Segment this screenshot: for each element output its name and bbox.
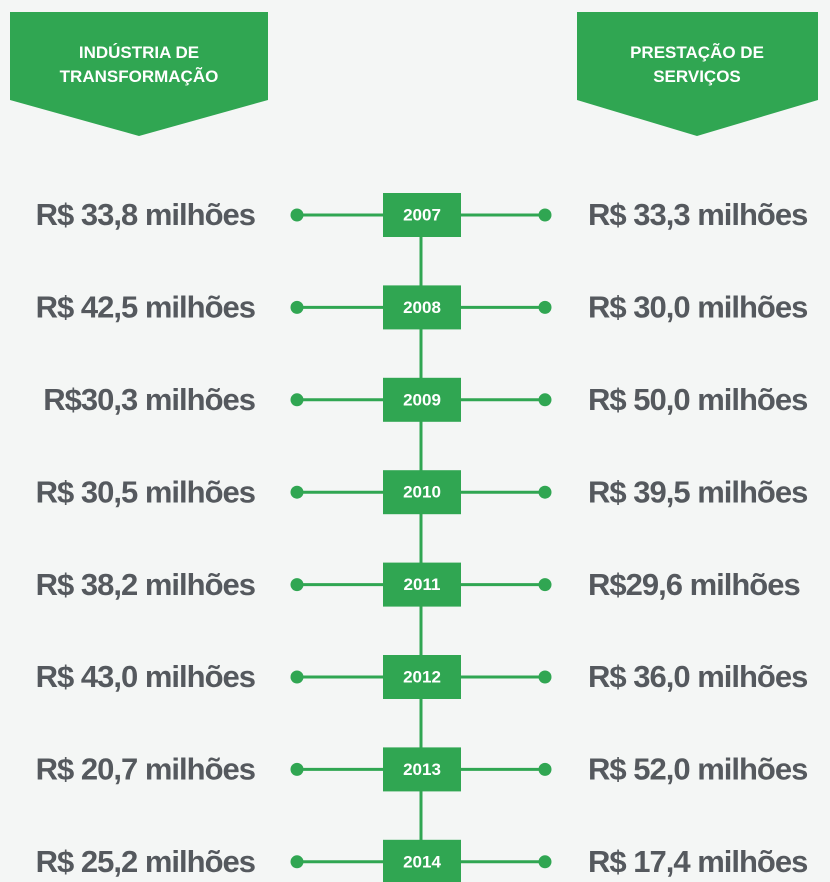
year-box	[383, 377, 461, 422]
year-box	[383, 562, 461, 607]
dot	[290, 762, 304, 776]
year-box	[383, 747, 461, 792]
dot	[290, 855, 304, 869]
left-value: R$ 43,0 milhões	[36, 659, 255, 694]
dot	[290, 670, 304, 684]
left-value: R$30,3 milhões	[43, 382, 255, 417]
year-box	[383, 839, 461, 882]
year-box	[383, 655, 461, 699]
year-box	[383, 193, 461, 237]
dot	[538, 670, 552, 684]
dot	[538, 393, 552, 407]
right-header-line: PRESTAÇÃO DE	[630, 42, 764, 62]
year-box	[383, 285, 461, 330]
left-header-line: TRANSFORMAÇÃO	[60, 66, 219, 86]
dot	[538, 578, 552, 592]
year-box	[383, 470, 461, 515]
dot	[538, 300, 552, 314]
left-value: R$ 25,2 milhões	[36, 844, 255, 879]
right-value: R$ 33,3 milhões	[588, 197, 807, 232]
dot	[290, 393, 304, 407]
year: 2013	[403, 760, 441, 779]
right-banner	[577, 12, 818, 136]
dot	[538, 485, 552, 499]
right-value: R$ 17,4 milhões	[588, 844, 807, 879]
dot	[290, 485, 304, 499]
left-value: R$ 30,5 milhões	[36, 474, 255, 509]
right-value: R$ 36,0 milhões	[588, 659, 807, 694]
right-value: R$ 30,0 milhões	[588, 290, 807, 325]
dot	[538, 762, 552, 776]
dot	[290, 578, 304, 592]
year: 2008	[403, 298, 441, 317]
year: 2009	[403, 390, 441, 409]
year: 2012	[403, 667, 441, 686]
dot	[290, 208, 304, 222]
dot	[538, 208, 552, 222]
dot	[538, 855, 552, 869]
dot	[290, 300, 304, 314]
left-banner	[10, 12, 268, 136]
left-value: R$ 20,7 milhões	[36, 752, 255, 787]
right-value: R$ 39,5 milhões	[588, 474, 807, 509]
right-value: R$ 50,0 milhões	[588, 382, 807, 417]
left-value: R$ 33,8 milhões	[36, 197, 255, 232]
year: 2014	[403, 852, 441, 871]
right-value: R$ 52,0 milhões	[588, 752, 807, 787]
year: 2007	[403, 205, 441, 224]
year: 2010	[403, 483, 441, 502]
left-header-line: INDÚSTRIA DE	[79, 43, 199, 62]
left-value: R$ 38,2 milhões	[36, 567, 255, 602]
year: 2011	[404, 575, 441, 594]
right-header-line: SERVIÇOS	[653, 67, 741, 86]
right-value: R$29,6 milhões	[588, 567, 800, 602]
left-value: R$ 42,5 milhões	[36, 290, 255, 325]
